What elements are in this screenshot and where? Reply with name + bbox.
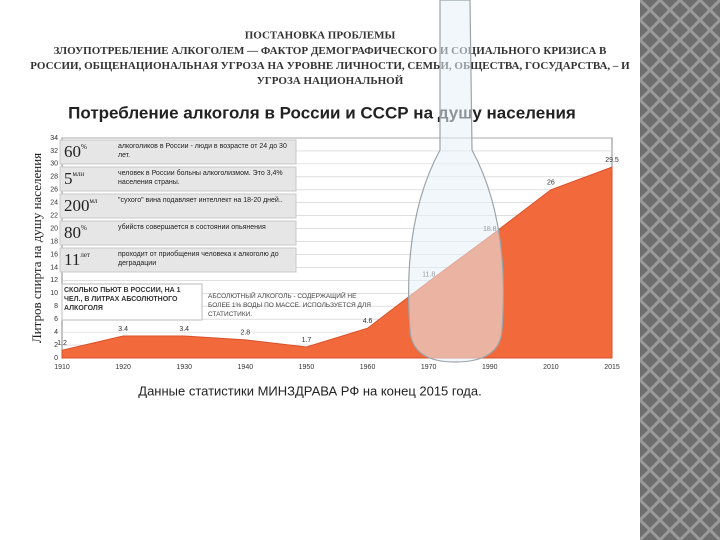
fact-unit: лет xyxy=(80,251,90,259)
y-tick-label: 12 xyxy=(50,277,58,284)
y-tick-label: 16 xyxy=(50,251,58,258)
fact-text: "сухого" вина подавляет интеллект на 18-… xyxy=(118,197,283,204)
fact-number: 200мл xyxy=(64,196,98,215)
x-tick-label: 1950 xyxy=(299,364,315,371)
fact-box xyxy=(59,193,297,219)
x-tick-label: 1990 xyxy=(482,364,498,371)
bottle xyxy=(408,0,504,363)
y-tick-label: 34 xyxy=(50,135,58,142)
fact-text-wrap: проходит от приобщения человека к алкого… xyxy=(118,251,279,267)
fact-text: алкоголиков в России - люди в возрасте о… xyxy=(118,143,287,159)
x-tick-label: 1920 xyxy=(115,364,131,371)
x-tick-label: 1940 xyxy=(238,364,254,371)
y-axis-label: Литров спирта на душу населения xyxy=(29,153,44,343)
fact-number: 60% xyxy=(64,142,87,161)
value-label: 3.4 xyxy=(118,326,128,333)
fact-number: 11лет xyxy=(64,250,90,269)
fact-number-value: 80 xyxy=(64,223,81,242)
fact-unit: % xyxy=(81,143,87,151)
value-label: 26 xyxy=(547,180,555,187)
value-label: 1.7 xyxy=(302,337,312,344)
y-tick-label: 14 xyxy=(50,264,58,271)
fact-text-wrap: человек в России больны алкоголизмом. Эт… xyxy=(118,170,283,186)
fact-number: 80% xyxy=(64,223,87,242)
y-tick-label: 22 xyxy=(50,212,58,219)
x-tick-label: 2010 xyxy=(543,364,559,371)
x-tick-label: 1910 xyxy=(54,364,70,371)
y-tick-label: 32 xyxy=(50,148,58,155)
fact-text: проходит от приобщения человека к алкого… xyxy=(118,251,279,267)
note-box xyxy=(61,283,203,321)
y-tick-label: 4 xyxy=(54,329,58,336)
fact-text-wrap: "сухого" вина подавляет интеллект на 18-… xyxy=(118,197,283,204)
value-label: 3.4 xyxy=(179,326,189,333)
y-tick-label: 26 xyxy=(50,187,58,194)
y-tick-label: 20 xyxy=(50,225,58,232)
value-label: 29.5 xyxy=(605,157,619,164)
y-tick-label: 2 xyxy=(54,342,58,349)
fact-number-value: 11 xyxy=(64,250,80,269)
x-tick-label: 1970 xyxy=(421,364,437,371)
y-tick-label: 8 xyxy=(54,303,58,310)
fact-unit: % xyxy=(81,224,87,232)
fact-box xyxy=(59,139,297,165)
value-label: 1.2 xyxy=(57,340,67,347)
subheading-box: ЗЛОУПОТРЕБЛЕНИЕ АЛКОГОЛЕМ — ФАКТОР ДЕМОГ… xyxy=(30,45,630,87)
y-tick-label: 18 xyxy=(50,238,58,245)
fact-text-wrap: убийств совершается в состоянии опьянени… xyxy=(118,224,266,231)
fact-box xyxy=(59,166,297,192)
subheading: ЗЛОУПОТРЕБЛЕНИЕ АЛКОГОЛЕМ — ФАКТОР ДЕМОГ… xyxy=(30,45,630,87)
fact-unit: мл xyxy=(90,197,98,205)
y-tick-label: 0 xyxy=(54,355,58,362)
fact-number-value: 5 xyxy=(64,169,73,188)
fact-text-wrap: алкоголиков в России - люди в возрасте о… xyxy=(118,143,287,159)
fact-box xyxy=(59,247,297,273)
fact-number-value: 200 xyxy=(64,196,90,215)
y-tick-label: 24 xyxy=(50,200,58,207)
note-wrap: АБСОЛЮТНЫЙ АЛКОГОЛЬ - СОДЕРЖАЩИЙ НЕ БОЛЕ… xyxy=(208,293,371,318)
value-label: 2.8 xyxy=(240,330,250,337)
fact-box xyxy=(59,220,297,246)
fact-number: 5млн xyxy=(64,169,84,188)
y-tick-label: 30 xyxy=(50,161,58,168)
side-stripe xyxy=(640,0,720,540)
note-how-much: СКОЛЬКО ПЬЮТ В РОССИИ, НА 1 ЧЕЛ., В ЛИТР… xyxy=(64,287,181,312)
y-tick-label: 10 xyxy=(50,290,58,297)
heading: ПОСТАНОВКА ПРОБЛЕМЫ xyxy=(245,30,396,42)
caption: Данные статистики МИНЗДРАВА РФ на конец … xyxy=(138,383,481,398)
value-label: 4.6 xyxy=(363,318,373,325)
y-tick-label: 6 xyxy=(54,316,58,323)
fact-number-value: 60 xyxy=(64,142,81,161)
x-tick-label: 1930 xyxy=(176,364,192,371)
fact-text: человек в России больны алкоголизмом. Эт… xyxy=(118,170,283,186)
fact-unit: млн xyxy=(73,170,85,178)
note-definition: АБСОЛЮТНЫЙ АЛКОГОЛЬ - СОДЕРЖАЩИЙ НЕ БОЛЕ… xyxy=(208,293,371,318)
y-tick-label: 28 xyxy=(50,174,58,181)
chart-title: Потребление алкоголя в России и СССР на … xyxy=(68,103,576,122)
fact-text: убийств совершается в состоянии опьянени… xyxy=(118,224,266,231)
x-tick-label: 2015 xyxy=(604,364,620,371)
x-tick-label: 1960 xyxy=(360,364,376,371)
note-wrap: СКОЛЬКО ПЬЮТ В РОССИИ, НА 1 ЧЕЛ., В ЛИТР… xyxy=(64,287,181,312)
